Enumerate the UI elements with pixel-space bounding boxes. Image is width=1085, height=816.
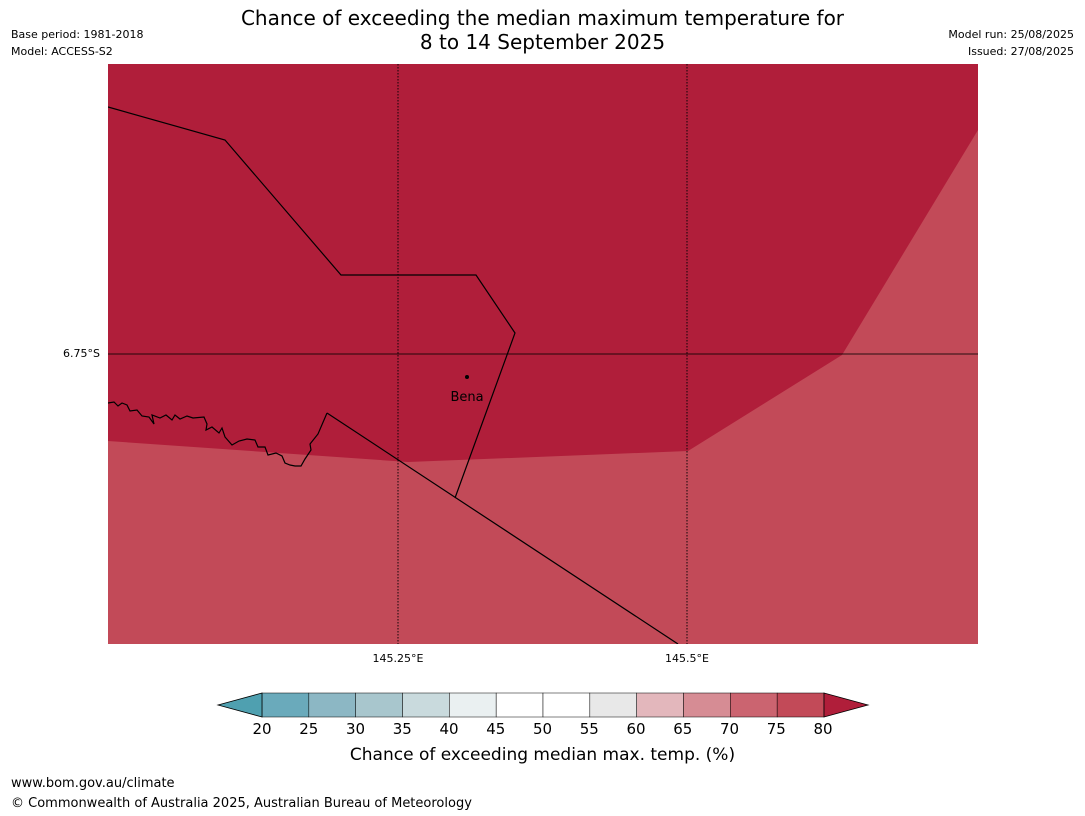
footer-copyright: © Commonwealth of Australia 2025, Austra…	[11, 796, 472, 811]
colorbar-tick: 40	[439, 720, 459, 738]
colorbar-segment	[261, 692, 310, 718]
colorbar-tick: 20	[252, 720, 272, 738]
footer-url[interactable]: www.bom.gov.au/climate	[11, 776, 175, 791]
meta-left: Base period: 1981-2018 Model: ACCESS-S2	[11, 26, 143, 60]
colorbar-segment	[636, 692, 684, 718]
river-boundary-line	[108, 401, 328, 467]
colorbar-label: Chance of exceeding median max. temp. (%…	[349, 745, 736, 765]
colorbar-tick: 25	[299, 720, 319, 738]
model-name: Model: ACCESS-S2	[11, 45, 113, 58]
colorbar	[216, 692, 870, 718]
forecast-map[interactable]: Bena	[108, 64, 978, 644]
colorbar-segment	[683, 692, 731, 718]
province-boundary-line	[108, 106, 516, 499]
lon-label-145-5: 145.5°E	[665, 652, 709, 665]
colorbar-segment	[495, 692, 544, 718]
base-period: Base period: 1981-2018	[11, 28, 144, 41]
colorbar-segment	[308, 692, 356, 718]
colorbar-ticks: 20 25 30 35 40 45 50 55 60 65 70 75 80	[0, 719, 1085, 739]
colorbar-tick: 70	[719, 720, 740, 738]
model-run: Model run: 25/08/2025	[948, 28, 1074, 41]
colorbar-segment	[449, 692, 497, 718]
title-line-2: 8 to 14 September 2025	[419, 30, 666, 54]
town-label-bena: Bena	[450, 390, 483, 405]
town-dot-icon	[465, 375, 469, 379]
colorbar-tick: 55	[579, 720, 599, 738]
colorbar-high-extend	[823, 692, 870, 718]
colorbar-tick: 60	[626, 720, 646, 738]
colorbar-tick: 35	[392, 720, 412, 738]
colorbar-segment	[776, 692, 825, 718]
colorbar-segment	[730, 692, 778, 718]
colorbar-tick: 75	[766, 720, 786, 738]
issued-date: Issued: 27/08/2025	[967, 45, 1074, 58]
colorbar-tick: 80	[813, 720, 833, 738]
province-boundary-line-south	[326, 412, 679, 644]
colorbar-segment	[542, 692, 591, 718]
colorbar-segment	[402, 692, 450, 718]
colorbar-segment	[355, 692, 403, 718]
colorbar-tick: 65	[673, 720, 693, 738]
meta-right: Model run: 25/08/2025 Issued: 27/08/2025	[948, 26, 1074, 60]
chart-title: Chance of exceeding the median maximum t…	[0, 6, 1085, 54]
colorbar-low-extend	[216, 692, 263, 718]
region-80-plus	[108, 64, 978, 462]
colorbar-tick: 30	[345, 720, 366, 738]
lon-label-145-25: 145.25°E	[372, 652, 424, 665]
colorbar-tick: 45	[486, 720, 506, 738]
colorbar-segment	[589, 692, 637, 718]
colorbar-tick: 50	[532, 720, 553, 738]
title-line-1: Chance of exceeding the median maximum t…	[240, 6, 845, 30]
lat-label-6-75: 6.75°S	[63, 347, 100, 360]
